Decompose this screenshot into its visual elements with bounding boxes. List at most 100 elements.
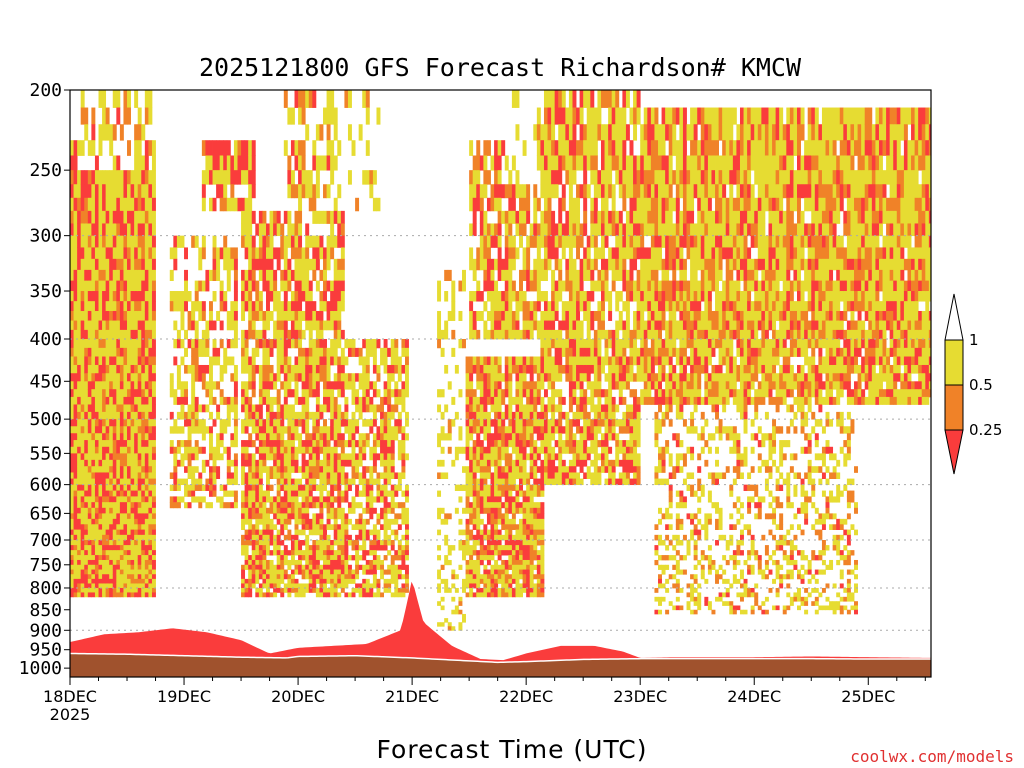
heatmap-cell — [365, 496, 370, 503]
heatmap-cell — [394, 518, 399, 525]
heatmap-cell — [266, 472, 270, 479]
heatmap-cell — [219, 170, 224, 185]
heatmap-cell — [319, 459, 324, 467]
heatmap-cell — [326, 373, 331, 382]
heatmap-cell — [490, 269, 495, 281]
heatmap-cell — [201, 459, 206, 467]
heatmap-cell — [169, 440, 174, 448]
heatmap-cell — [130, 247, 135, 260]
heatmap-cell — [486, 490, 491, 497]
heatmap-cell — [387, 433, 392, 441]
heatmap-cell — [84, 518, 89, 525]
heatmap-cell — [77, 513, 82, 520]
heatmap-cell — [134, 426, 139, 434]
heatmap-cell — [287, 404, 292, 413]
heatmap-cell — [269, 507, 274, 514]
heatmap-cell — [134, 155, 139, 171]
heatmap-cell — [180, 426, 185, 434]
heatmap-cell — [283, 524, 288, 530]
heatmap-cell — [315, 364, 320, 374]
heatmap-cell — [112, 269, 117, 281]
heatmap-cell — [404, 433, 409, 441]
heatmap-cell — [116, 569, 121, 575]
heatmap-cell — [201, 235, 206, 248]
heatmap-cell — [230, 184, 235, 199]
heatmap-cell — [365, 583, 370, 589]
heatmap-cell — [333, 411, 338, 420]
heatmap-cell — [490, 404, 495, 413]
heatmap-cell — [501, 545, 506, 551]
heatmap-cell — [511, 155, 516, 171]
heatmap-cell — [91, 496, 96, 503]
heatmap-cell — [465, 426, 470, 434]
heatmap-cell — [472, 155, 477, 171]
heatmap-cell — [255, 472, 260, 479]
heatmap-cell — [91, 578, 96, 584]
heatmap-cell — [504, 356, 509, 366]
heatmap-cell — [511, 559, 516, 566]
heatmap-cell — [547, 124, 552, 141]
heatmap-cell — [319, 291, 324, 302]
heatmap-cell — [508, 197, 513, 212]
heatmap-cell — [130, 338, 135, 349]
heatmap-cell — [486, 197, 491, 212]
heatmap-cell — [444, 472, 449, 479]
heatmap-cell — [472, 592, 477, 598]
heatmap-cell — [469, 247, 474, 260]
heatmap-cell — [237, 197, 242, 212]
heatmap-cell — [308, 320, 313, 331]
heatmap-cell — [191, 381, 196, 390]
heatmap-cell — [119, 426, 124, 434]
heatmap-cell — [437, 583, 442, 589]
heatmap-cell — [326, 124, 331, 141]
heatmap-cell — [383, 364, 388, 374]
heatmap-cell — [465, 440, 470, 448]
heatmap-cell — [116, 197, 121, 212]
heatmap-cell — [358, 545, 363, 551]
heatmap-cell — [479, 502, 484, 509]
heatmap-cell — [134, 559, 139, 566]
heatmap-cell — [305, 419, 310, 427]
heatmap-cell — [404, 419, 409, 427]
heatmap-cell — [230, 472, 235, 479]
heatmap-cell — [333, 478, 338, 486]
heatmap-cell — [508, 559, 513, 566]
heatmap-cell — [540, 534, 545, 541]
heatmap-cell — [73, 247, 78, 260]
heatmap-cell — [276, 540, 281, 546]
heatmap-cell — [248, 373, 253, 382]
heatmap-cell — [397, 550, 402, 556]
heatmap-cell — [337, 329, 342, 340]
heatmap-cell — [77, 258, 82, 271]
heatmap-cell — [258, 534, 263, 541]
heatmap-cell — [287, 235, 292, 248]
heatmap-cell — [184, 301, 188, 312]
heatmap-cell — [490, 310, 495, 321]
heatmap-cell — [340, 389, 345, 398]
heatmap-cell — [476, 247, 481, 260]
heatmap-cell — [119, 433, 124, 441]
heatmap-cell — [383, 426, 388, 434]
heatmap-cell — [519, 223, 523, 237]
heatmap-cell — [130, 555, 135, 561]
heatmap-cell — [501, 502, 506, 509]
heatmap-cell — [123, 426, 128, 434]
heatmap-cell — [151, 235, 156, 248]
heatmap-cell — [91, 396, 96, 405]
heatmap-cell — [241, 587, 246, 593]
heatmap-cell — [294, 453, 299, 461]
heatmap-cell — [394, 513, 399, 520]
heatmap-cell — [226, 459, 231, 467]
heatmap-cell — [290, 235, 295, 248]
heatmap-cell — [244, 364, 249, 374]
heatmap-cell — [397, 419, 402, 427]
heatmap-cell — [102, 478, 107, 486]
heatmap-cell — [226, 320, 231, 331]
heatmap-cell — [508, 310, 513, 321]
heatmap-cell — [383, 446, 388, 454]
heatmap-cell — [137, 107, 142, 125]
heatmap-cell — [501, 578, 506, 584]
heatmap-cell — [134, 513, 139, 520]
heatmap-cell — [283, 496, 288, 503]
heatmap-cell — [109, 124, 114, 141]
